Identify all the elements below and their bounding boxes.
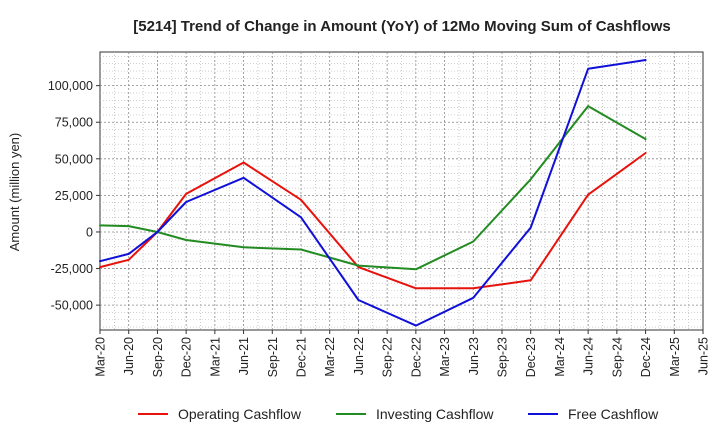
x-tick-label: Mar-25: [668, 337, 682, 377]
y-axis-label: Amount (million yen): [7, 133, 22, 252]
x-tick-label: Jun-20: [122, 337, 136, 375]
x-tick-label: Mar-21: [208, 337, 222, 377]
y-tick-label: 25,000: [55, 189, 93, 203]
x-tick-label: Dec-23: [524, 337, 538, 377]
y-tick-label: -50,000: [51, 299, 93, 313]
x-tick-label: Sep-24: [610, 337, 624, 377]
legend: Operating Cashflow Investing Cashflow Free…: [138, 406, 659, 422]
x-tick-label: Mar-20: [94, 337, 108, 377]
x-tick-label: Jun-23: [467, 337, 481, 375]
y-tick-label: 50,000: [55, 152, 93, 166]
y-tick-label: 0: [86, 225, 93, 239]
y-tick-label: -25,000: [51, 262, 93, 276]
x-tick-label: Jun-22: [352, 337, 366, 375]
x-tick-label: Jun-25: [697, 337, 711, 375]
x-tick-label: Sep-20: [151, 337, 165, 377]
legend-label-free-cashflow: Free Cashflow: [568, 406, 659, 422]
x-axis: Mar-20 Jun-20 Sep-20 Dec-20 Mar-21 Jun-21 Sep-…: [94, 330, 711, 377]
x-tick-label: Dec-21: [295, 337, 309, 377]
x-tick-label: Sep-22: [381, 337, 395, 377]
x-tick-label: Mar-22: [323, 337, 337, 377]
x-tick-label: Sep-23: [496, 337, 510, 377]
y-tick-label: 75,000: [55, 116, 93, 130]
x-tick-label: Dec-22: [409, 337, 423, 377]
y-tick-label: 100,000: [48, 79, 93, 93]
x-tick-label: Jun-24: [582, 337, 596, 375]
x-tick-label: Dec-20: [180, 337, 194, 377]
legend-label-investing-cashflow: Investing Cashflow: [376, 406, 494, 422]
x-tick-label: Mar-23: [438, 337, 452, 377]
chart-title: [5214] Trend of Change in Amount (YoY) o…: [133, 18, 671, 35]
grid: [100, 52, 703, 330]
x-tick-label: Jun-21: [237, 337, 251, 375]
x-tick-label: Mar-24: [553, 337, 567, 377]
legend-label-operating-cashflow: Operating Cashflow: [178, 406, 302, 422]
y-axis: -50,000 -25,000 0 25,000 50,000 75,000 100,000: [48, 79, 100, 313]
series-line-free-cashflow: [99, 59, 647, 327]
x-tick-label: Dec-24: [639, 337, 653, 377]
x-tick-label: Sep-21: [266, 337, 280, 377]
series-layer: [99, 59, 647, 327]
